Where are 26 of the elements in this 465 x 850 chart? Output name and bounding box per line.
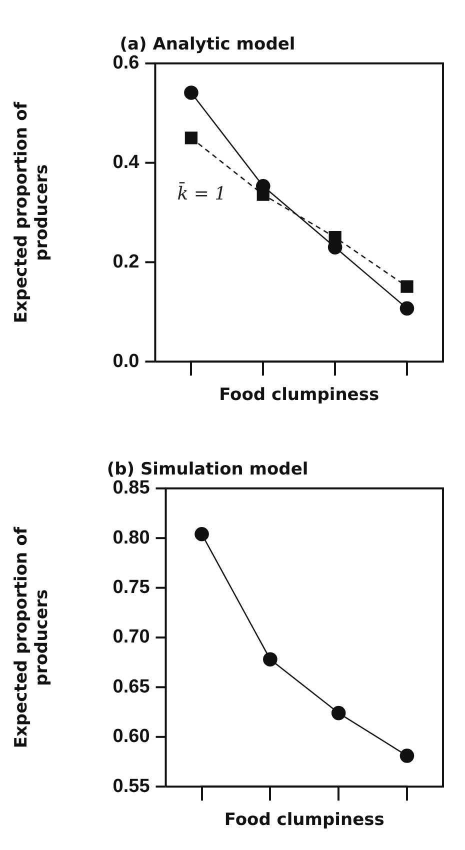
y-tick-label: 0.85 (112, 478, 150, 499)
point (400, 748, 414, 763)
y-axis-title: Expected proportion of producers (12, 101, 52, 324)
y-tick-label: 0.4 (112, 152, 140, 174)
point (184, 86, 198, 100)
point (400, 301, 414, 316)
point (331, 706, 346, 720)
point (263, 652, 278, 667)
y-tick-label: 0.2 (112, 251, 140, 272)
y-tick-label: 0.65 (112, 676, 150, 698)
x-axis-title: Food clumpiness (224, 810, 384, 830)
y-tick-label: 0.55 (112, 776, 150, 797)
y-tick-label: 0.75 (112, 577, 150, 598)
chart-title: (a) Analytic model (120, 34, 296, 55)
y-tick-label: 0.6 (112, 52, 140, 74)
annotation: k̄ = 1 (177, 181, 226, 204)
y-tick-label: 0.70 (112, 626, 150, 648)
y-tick-label: 0.60 (112, 726, 150, 748)
y-tick-label: 0.0 (112, 350, 140, 372)
point (184, 132, 198, 144)
y-tick-label: 0.80 (112, 527, 150, 548)
chart-title: (b) Simulation model (106, 460, 308, 480)
point (400, 280, 414, 293)
y-axis-title: Expected proportion of producers (12, 526, 52, 748)
point (194, 526, 209, 542)
x-axis-title: Food clumpiness (219, 385, 380, 406)
